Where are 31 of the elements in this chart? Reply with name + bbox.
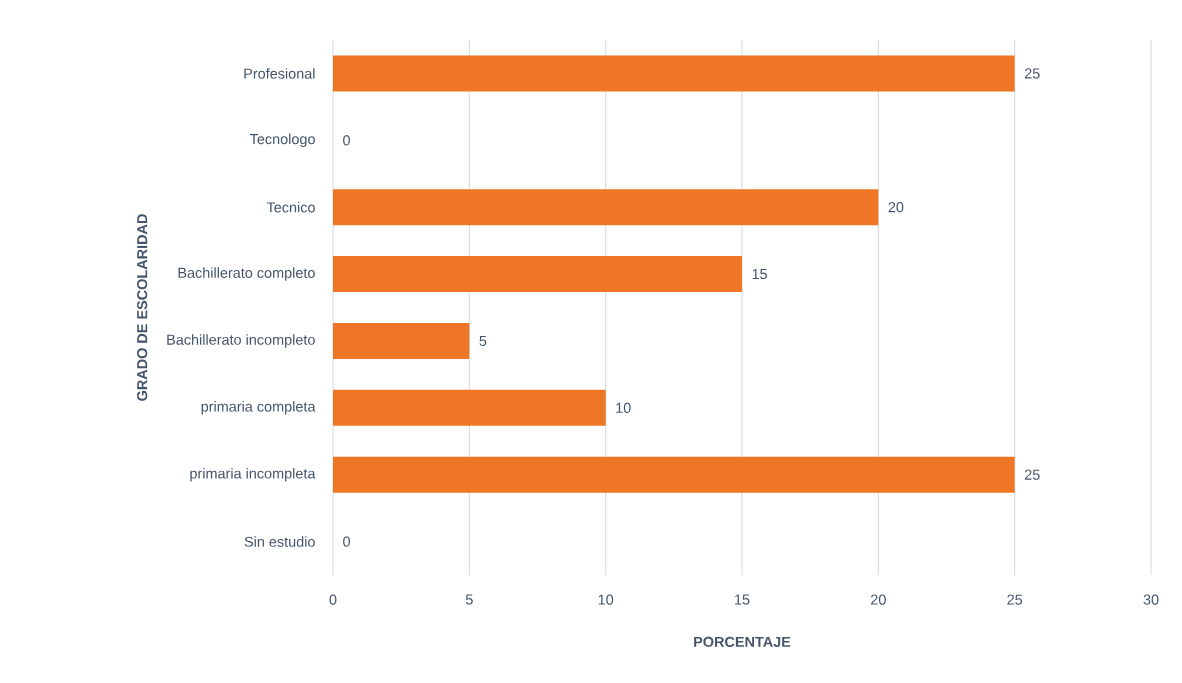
data-label: 5 xyxy=(479,335,487,346)
x-tick-label: 10 xyxy=(598,594,614,605)
data-label: 10 xyxy=(616,402,631,413)
x-tick-label: 25 xyxy=(1007,594,1023,605)
bar xyxy=(333,389,606,426)
bar xyxy=(333,256,742,293)
data-label: 25 xyxy=(1024,68,1040,79)
x-tick-label: 15 xyxy=(735,594,750,605)
bar xyxy=(333,55,1015,92)
y-tick-label: Tecnologo xyxy=(249,133,315,148)
y-tick-label: Profesional xyxy=(244,68,315,79)
y-tick-label: primaria incompleta xyxy=(190,467,316,482)
data-label: 0 xyxy=(343,536,350,547)
data-label: 0 xyxy=(343,135,350,146)
x-axis-title: PORCENTAJE xyxy=(694,636,791,647)
x-tick-label: 20 xyxy=(871,594,886,605)
x-tick-label: 30 xyxy=(1143,594,1159,605)
y-tick-label: primaria completa xyxy=(201,401,316,415)
y-tick-label: Sin estudio xyxy=(244,536,315,547)
bar xyxy=(333,322,470,359)
x-tick-label: 5 xyxy=(465,594,473,605)
bar xyxy=(333,189,879,226)
x-tick-label: 0 xyxy=(329,594,337,605)
bar xyxy=(333,456,1015,493)
y-axis-title: GRADO DE ESCOLARIDAD xyxy=(137,214,148,401)
data-label: 25 xyxy=(1024,469,1040,480)
y-tick-label: Bachillerato incompleto xyxy=(167,334,315,348)
data-label: 20 xyxy=(888,202,904,213)
y-tick-label: Bachillerato completo xyxy=(178,267,315,281)
data-label: 15 xyxy=(752,269,767,280)
y-tick-label: Tecnico xyxy=(266,201,315,213)
